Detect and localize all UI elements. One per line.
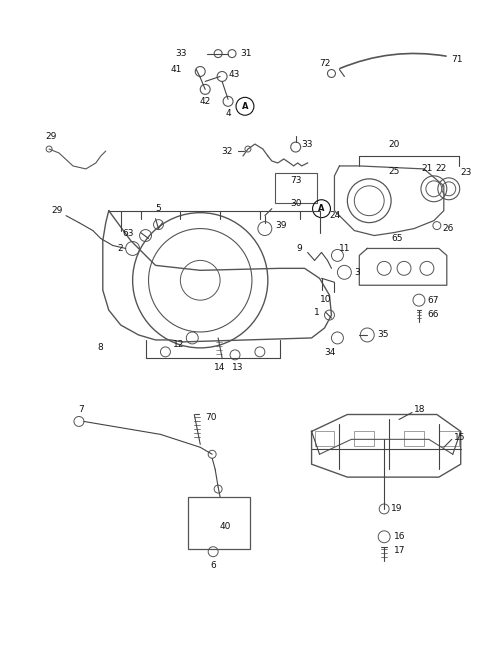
Text: 72: 72: [319, 59, 330, 68]
Text: 29: 29: [46, 132, 57, 141]
Text: 13: 13: [232, 363, 244, 372]
Text: 16: 16: [394, 533, 406, 541]
Text: 20: 20: [388, 140, 400, 149]
Text: 33: 33: [175, 49, 186, 58]
Text: 41: 41: [171, 65, 182, 74]
Text: 43: 43: [228, 70, 240, 79]
Text: 2: 2: [117, 244, 123, 253]
Text: 7: 7: [78, 405, 84, 415]
Text: 35: 35: [377, 331, 389, 339]
Text: 21: 21: [421, 164, 432, 173]
Text: 17: 17: [394, 546, 406, 555]
Text: 67: 67: [427, 295, 438, 305]
Bar: [314, 432, 335, 446]
Bar: [188, 497, 250, 549]
Text: 10: 10: [320, 295, 331, 304]
Text: 63: 63: [122, 229, 133, 238]
Text: 29: 29: [52, 206, 63, 215]
Text: A: A: [242, 102, 248, 111]
Bar: [354, 432, 374, 446]
Bar: [404, 432, 424, 446]
Bar: [275, 173, 316, 203]
Text: A: A: [318, 204, 325, 213]
Text: 19: 19: [391, 504, 403, 514]
Text: 6: 6: [210, 561, 216, 570]
Text: 12: 12: [173, 341, 184, 349]
Text: 65: 65: [391, 234, 403, 244]
Text: 25: 25: [388, 167, 400, 176]
Text: 34: 34: [324, 348, 335, 357]
Text: 15: 15: [454, 433, 465, 442]
Text: 73: 73: [290, 176, 301, 185]
Text: 24: 24: [329, 211, 341, 220]
Text: 32: 32: [222, 147, 233, 155]
Text: 40: 40: [219, 522, 231, 531]
Text: 22: 22: [435, 164, 446, 173]
Bar: [439, 432, 459, 446]
Text: 31: 31: [240, 49, 252, 58]
Text: 11: 11: [339, 244, 351, 253]
Text: 26: 26: [443, 224, 454, 233]
Text: 4: 4: [225, 109, 231, 119]
Text: 5: 5: [156, 204, 161, 213]
Text: 71: 71: [451, 55, 462, 64]
Text: 39: 39: [275, 221, 286, 230]
Text: 1: 1: [314, 308, 320, 316]
Text: 9: 9: [296, 244, 301, 253]
Text: 70: 70: [205, 413, 216, 422]
Text: 3: 3: [354, 268, 360, 277]
Text: 66: 66: [427, 310, 438, 318]
Text: 30: 30: [290, 198, 301, 208]
Text: 33: 33: [301, 140, 313, 149]
Text: 14: 14: [215, 363, 226, 372]
Text: 23: 23: [461, 168, 472, 178]
Text: 18: 18: [414, 405, 425, 414]
Text: 42: 42: [200, 98, 211, 106]
Text: 8: 8: [97, 343, 103, 352]
